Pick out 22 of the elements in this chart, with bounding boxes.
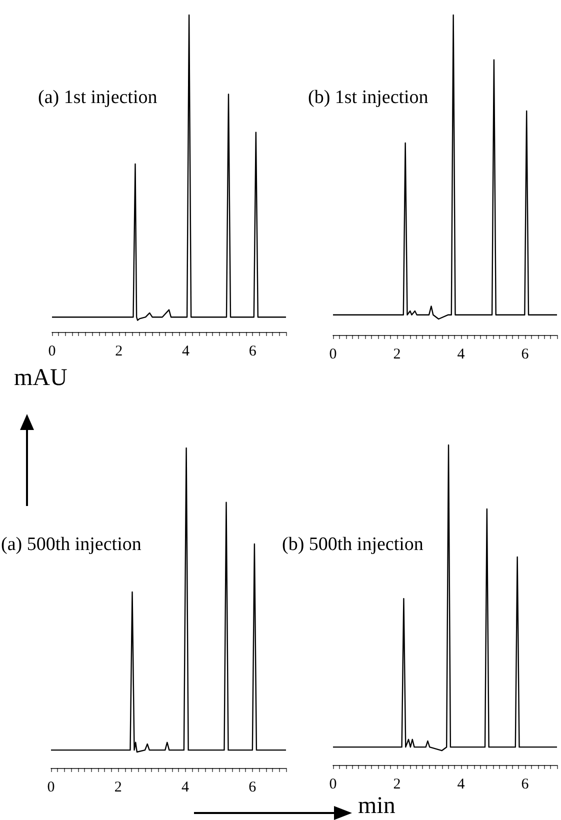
y-axis-title: mAU: [14, 365, 68, 391]
x-tick-label: 6: [521, 776, 530, 792]
x-axis-title: min: [358, 793, 396, 819]
x-tick-label: 4: [457, 346, 466, 362]
x-tick-label: 2: [393, 776, 401, 792]
x-tick-label: 0: [47, 780, 55, 796]
x-tick-label: 4: [182, 344, 190, 360]
x-tick-label: 0: [48, 344, 56, 360]
x-tick-label: 4: [457, 776, 466, 792]
x-tick-label: 6: [521, 346, 530, 362]
x-tick-label: 6: [248, 344, 257, 360]
text: (a) 1st injection: [38, 87, 158, 108]
x-tick-label: 0: [329, 776, 337, 792]
text: (b) 500th injection: [282, 534, 424, 555]
x-tick-label: 2: [115, 344, 123, 360]
x-tick-label: 4: [182, 780, 190, 796]
x-tick-label: 0: [329, 346, 337, 362]
x-tick-label: 2: [393, 346, 401, 362]
x-tick-label: 2: [114, 780, 122, 796]
text: (a) 500th injection: [1, 534, 142, 555]
text: (b) 1st injection: [308, 87, 429, 108]
x-tick-label: 6: [248, 780, 257, 796]
